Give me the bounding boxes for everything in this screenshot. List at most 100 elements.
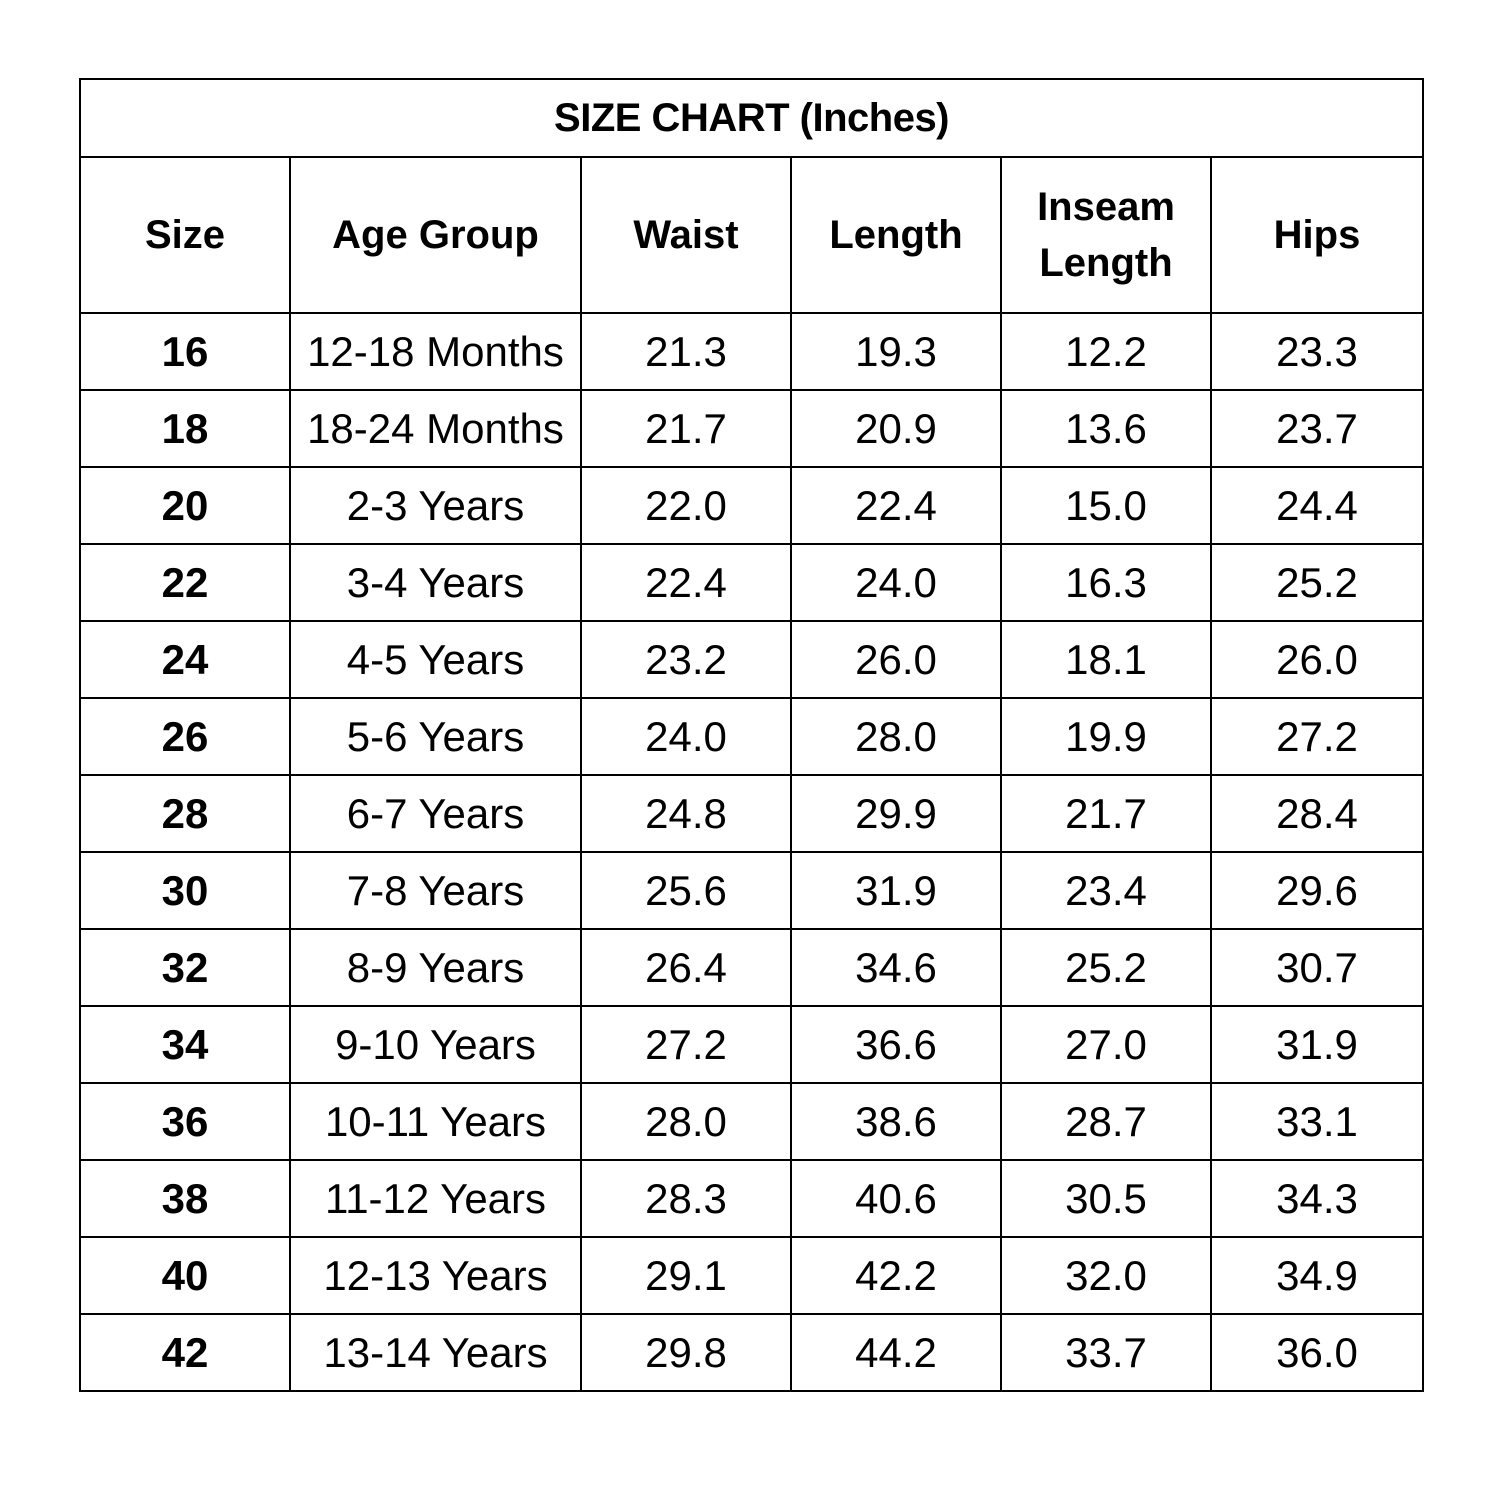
hips-cell: 23.7 — [1209, 389, 1425, 468]
size-cell: 28 — [79, 774, 291, 853]
length-cell: 20.9 — [790, 389, 1002, 468]
table-row: 42 13-14 Years 29.8 44.2 33.7 36.0 — [79, 1313, 1425, 1392]
length-cell: 36.6 — [790, 1005, 1002, 1084]
hips-cell: 34.3 — [1209, 1159, 1425, 1238]
hips-cell: 26.0 — [1209, 620, 1425, 699]
waist-cell: 24.8 — [580, 774, 792, 853]
size-chart-table: SIZE CHART (Inches) Size Age Group Waist… — [78, 78, 1425, 1392]
waist-cell: 21.7 — [580, 389, 792, 468]
age-group-cell: 11-12 Years — [289, 1159, 582, 1238]
waist-cell: 29.1 — [580, 1236, 792, 1315]
header-inseam-length: Inseam Length — [1000, 156, 1212, 314]
size-cell: 26 — [79, 697, 291, 776]
header-inseam-line2: Length — [1039, 241, 1173, 285]
inseam-cell: 32.0 — [1000, 1236, 1212, 1315]
title-row: SIZE CHART (Inches) — [78, 78, 1425, 158]
age-group-cell: 10-11 Years — [289, 1082, 582, 1161]
table-row: 30 7-8 Years 25.6 31.9 23.4 29.6 — [79, 851, 1425, 930]
age-group-cell: 9-10 Years — [289, 1005, 582, 1084]
header-size: Size — [79, 156, 291, 314]
chart-title: SIZE CHART (Inches) — [78, 78, 1425, 158]
age-group-cell: 13-14 Years — [289, 1313, 582, 1392]
header-hips: Hips — [1209, 156, 1425, 314]
length-cell: 28.0 — [790, 697, 1002, 776]
waist-cell: 27.2 — [580, 1005, 792, 1084]
size-cell: 36 — [79, 1082, 291, 1161]
hips-cell: 30.7 — [1209, 928, 1425, 1007]
inseam-cell: 33.7 — [1000, 1313, 1212, 1392]
table-row: 32 8-9 Years 26.4 34.6 25.2 30.7 — [79, 928, 1425, 1007]
inseam-cell: 18.1 — [1000, 620, 1212, 699]
inseam-cell: 19.9 — [1000, 697, 1212, 776]
inseam-cell: 25.2 — [1000, 928, 1212, 1007]
waist-cell: 28.0 — [580, 1082, 792, 1161]
age-group-cell: 2-3 Years — [289, 466, 582, 545]
header-age-group: Age Group — [289, 156, 582, 314]
header-inseam-line1: Inseam — [1037, 185, 1175, 229]
length-cell: 34.6 — [790, 928, 1002, 1007]
table-row: 36 10-11 Years 28.0 38.6 28.7 33.1 — [79, 1082, 1425, 1161]
size-cell: 32 — [79, 928, 291, 1007]
table-row: 26 5-6 Years 24.0 28.0 19.9 27.2 — [79, 697, 1425, 776]
header-row: Size Age Group Waist Length Inseam Length… — [79, 156, 1425, 314]
length-cell: 42.2 — [790, 1236, 1002, 1315]
hips-cell: 34.9 — [1209, 1236, 1425, 1315]
hips-cell: 27.2 — [1209, 697, 1425, 776]
waist-cell: 22.4 — [580, 543, 792, 622]
waist-cell: 26.4 — [580, 928, 792, 1007]
table-row: 24 4-5 Years 23.2 26.0 18.1 26.0 — [79, 620, 1425, 699]
header-length: Length — [790, 156, 1002, 314]
length-cell: 29.9 — [790, 774, 1002, 853]
inseam-cell: 16.3 — [1000, 543, 1212, 622]
table-row: 18 18-24 Months 21.7 20.9 13.6 23.7 — [79, 389, 1425, 468]
hips-cell: 33.1 — [1209, 1082, 1425, 1161]
hips-cell: 25.2 — [1209, 543, 1425, 622]
inseam-cell: 21.7 — [1000, 774, 1212, 853]
table-row: 22 3-4 Years 22.4 24.0 16.3 25.2 — [79, 543, 1425, 622]
inseam-cell: 13.6 — [1000, 389, 1212, 468]
length-cell: 31.9 — [790, 851, 1002, 930]
length-cell: 38.6 — [790, 1082, 1002, 1161]
age-group-cell: 6-7 Years — [289, 774, 582, 853]
table-row: 20 2-3 Years 22.0 22.4 15.0 24.4 — [79, 466, 1425, 545]
length-cell: 19.3 — [790, 312, 1002, 391]
age-group-cell: 12-18 Months — [289, 312, 582, 391]
waist-cell: 21.3 — [580, 312, 792, 391]
length-cell: 40.6 — [790, 1159, 1002, 1238]
age-group-cell: 8-9 Years — [289, 928, 582, 1007]
inseam-cell: 12.2 — [1000, 312, 1212, 391]
size-cell: 30 — [79, 851, 291, 930]
inseam-cell: 23.4 — [1000, 851, 1212, 930]
age-group-cell: 18-24 Months — [289, 389, 582, 468]
size-cell: 40 — [79, 1236, 291, 1315]
hips-cell: 24.4 — [1209, 466, 1425, 545]
age-group-cell: 7-8 Years — [289, 851, 582, 930]
table-row: 16 12-18 Months 21.3 19.3 12.2 23.3 — [79, 312, 1425, 391]
waist-cell: 29.8 — [580, 1313, 792, 1392]
size-cell: 42 — [79, 1313, 291, 1392]
waist-cell: 23.2 — [580, 620, 792, 699]
table-row: 28 6-7 Years 24.8 29.9 21.7 28.4 — [79, 774, 1425, 853]
size-cell: 38 — [79, 1159, 291, 1238]
length-cell: 24.0 — [790, 543, 1002, 622]
inseam-cell: 27.0 — [1000, 1005, 1212, 1084]
inseam-cell: 15.0 — [1000, 466, 1212, 545]
size-cell: 34 — [79, 1005, 291, 1084]
age-group-cell: 4-5 Years — [289, 620, 582, 699]
inseam-cell: 30.5 — [1000, 1159, 1212, 1238]
hips-cell: 36.0 — [1209, 1313, 1425, 1392]
size-cell: 18 — [79, 389, 291, 468]
hips-cell: 23.3 — [1209, 312, 1425, 391]
size-cell: 20 — [79, 466, 291, 545]
table-row: 40 12-13 Years 29.1 42.2 32.0 34.9 — [79, 1236, 1425, 1315]
table-row: 34 9-10 Years 27.2 36.6 27.0 31.9 — [79, 1005, 1425, 1084]
hips-cell: 28.4 — [1209, 774, 1425, 853]
hips-cell: 31.9 — [1209, 1005, 1425, 1084]
length-cell: 44.2 — [790, 1313, 1002, 1392]
age-group-cell: 3-4 Years — [289, 543, 582, 622]
waist-cell: 25.6 — [580, 851, 792, 930]
age-group-cell: 12-13 Years — [289, 1236, 582, 1315]
size-cell: 16 — [79, 312, 291, 391]
header-waist: Waist — [580, 156, 792, 314]
length-cell: 22.4 — [790, 466, 1002, 545]
